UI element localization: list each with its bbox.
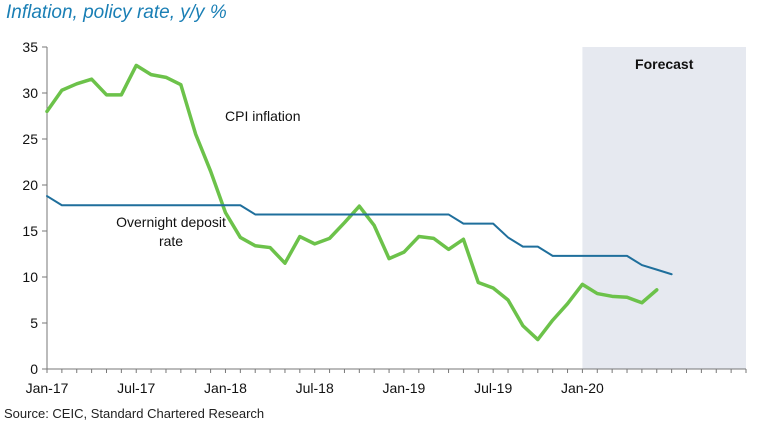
y-tick-label: 5 [30, 315, 38, 331]
y-tick-label: 30 [22, 85, 38, 101]
forecast-shade [582, 47, 746, 369]
y-tick-label: 35 [22, 39, 38, 55]
y-tick-label: 20 [22, 177, 38, 193]
axes: 0 5 10 15 20 25 30 35 Jan-17 Jul-17 Jan-18 Jul-18 Ja… [22, 39, 747, 396]
x-tick-label: Jan-20 [561, 380, 604, 396]
deposit-rate-line [46, 195, 673, 276]
x-tick-label: Jul-19 [474, 380, 512, 396]
cpi-inflation-annotation: CPI inflation [225, 108, 300, 124]
y-tick-label: 25 [22, 131, 38, 147]
y-tick-label: 15 [22, 223, 38, 239]
forecast-label: Forecast [635, 56, 694, 72]
x-tick-label: Jul-18 [296, 380, 334, 396]
y-tick-label: 0 [30, 361, 38, 377]
deposit-rate-annotation-line1: Overnight deposit [116, 214, 226, 230]
x-tick-label: Jan-17 [26, 380, 69, 396]
x-tick-label: Jan-19 [383, 380, 426, 396]
chart-title: Inflation, policy rate, y/y % [6, 2, 227, 23]
y-tick-label: 10 [22, 269, 38, 285]
cpi-inflation-line [45, 63, 659, 342]
deposit-rate-annotation-line2: rate [159, 233, 183, 249]
source-note: Source: CEIC, Standard Chartered Researc… [4, 406, 265, 421]
x-tick-label: Jul-17 [117, 380, 155, 396]
x-tick-label: Jan-18 [204, 380, 247, 396]
series-layer [45, 63, 673, 342]
